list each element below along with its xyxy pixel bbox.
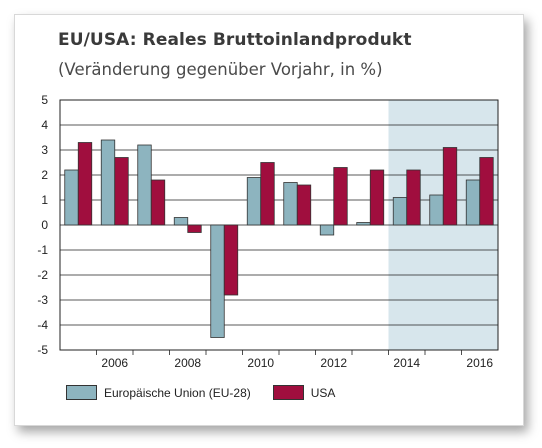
legend-label-usa: USA bbox=[310, 385, 336, 400]
bar-usa-2008 bbox=[187, 224, 202, 233]
bar-eu-2006 bbox=[100, 139, 116, 226]
x-tick-label: 2010 bbox=[247, 356, 274, 370]
legend: Europäische Union (EU-28) USA bbox=[66, 385, 357, 400]
y-tick-label: -3 bbox=[37, 293, 48, 307]
y-tick-label: -5 bbox=[37, 343, 48, 357]
y-tick-label: -2 bbox=[37, 268, 48, 282]
bar-usa-2006 bbox=[114, 157, 129, 226]
bar-eu-2010 bbox=[246, 177, 262, 226]
y-tick-label: 2 bbox=[41, 168, 48, 182]
bar-eu-2016 bbox=[465, 179, 481, 226]
x-tick-label: 2008 bbox=[174, 356, 201, 370]
bar-usa-2012 bbox=[333, 167, 348, 226]
bar-eu-2012 bbox=[319, 224, 335, 236]
bar-eu-2005 bbox=[64, 169, 79, 226]
bar-usa-2014 bbox=[406, 169, 421, 226]
legend-swatch-eu bbox=[66, 385, 97, 400]
bar-eu-2007 bbox=[137, 144, 152, 226]
y-tick-label: 0 bbox=[41, 218, 48, 232]
legend-item-eu: Europäische Union (EU-28) bbox=[66, 385, 251, 400]
bar-usa-2009 bbox=[223, 224, 239, 296]
bar-usa-2016 bbox=[479, 157, 494, 226]
bar-eu-2014 bbox=[392, 197, 408, 226]
bar-eu-2011 bbox=[283, 182, 298, 226]
bar-usa-2007 bbox=[150, 179, 166, 226]
chart-title: EU/USA: Reales Bruttoinlandprodukt bbox=[58, 30, 412, 50]
x-tick-label: 2012 bbox=[320, 356, 347, 370]
legend-label-eu: Europäische Union (EU-28) bbox=[104, 385, 251, 400]
y-tick-label: 3 bbox=[41, 143, 48, 157]
bar-usa-2015 bbox=[442, 147, 458, 226]
bar-usa-2010 bbox=[260, 162, 275, 226]
legend-swatch-usa bbox=[272, 385, 304, 400]
bar-usa-2011 bbox=[296, 184, 312, 226]
y-tick-label: 5 bbox=[41, 93, 48, 107]
bar-eu-2013 bbox=[356, 222, 371, 226]
x-tick-label: 2014 bbox=[393, 356, 420, 370]
y-tick-label: -1 bbox=[37, 243, 48, 257]
y-tick-label: 1 bbox=[41, 193, 48, 207]
bar-usa-2005 bbox=[77, 142, 93, 226]
chart-subtitle: (Veränderung gegenüber Vorjahr, in %) bbox=[58, 60, 383, 79]
y-tick-label: -4 bbox=[37, 318, 48, 332]
bar-eu-2009 bbox=[210, 224, 225, 338]
y-tick-label: 4 bbox=[41, 118, 48, 132]
x-tick-label: 2006 bbox=[101, 356, 128, 370]
legend-item-usa: USA bbox=[272, 385, 336, 400]
x-tick-label: 2016 bbox=[466, 356, 493, 370]
bar-eu-2015 bbox=[429, 194, 444, 226]
bar-eu-2008 bbox=[173, 217, 189, 226]
bar-usa-2013 bbox=[369, 169, 385, 226]
